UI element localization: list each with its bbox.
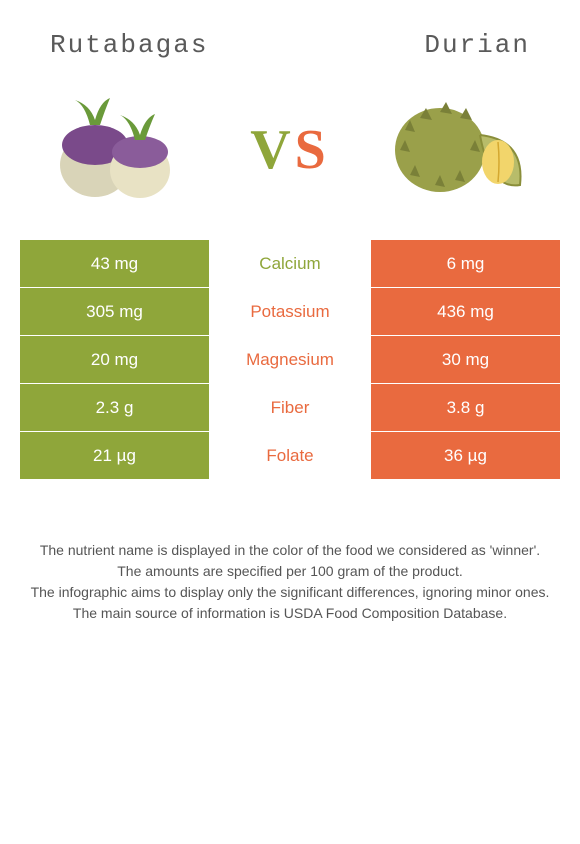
nutrient-row: 2.3 gFiber3.8 g <box>20 384 560 432</box>
nutrient-name: Calcium <box>209 240 371 287</box>
right-value: 3.8 g <box>371 384 560 431</box>
footer-line-3: The infographic aims to display only the… <box>30 582 550 603</box>
vs-s: S <box>295 119 330 181</box>
footer-line-1: The nutrient name is displayed in the co… <box>30 540 550 561</box>
vs-v: V <box>250 119 294 181</box>
nutrient-table: 43 mgCalcium6 mg305 mgPotassium436 mg20 … <box>20 240 560 480</box>
right-food-image <box>380 90 540 210</box>
nutrient-name: Fiber <box>209 384 371 431</box>
right-value: 30 mg <box>371 336 560 383</box>
left-value: 20 mg <box>20 336 209 383</box>
nutrient-name: Magnesium <box>209 336 371 383</box>
nutrient-row: 20 mgMagnesium30 mg <box>20 336 560 384</box>
nutrient-row: 305 mgPotassium436 mg <box>20 288 560 336</box>
nutrient-name: Potassium <box>209 288 371 335</box>
left-value: 2.3 g <box>20 384 209 431</box>
right-value: 6 mg <box>371 240 560 287</box>
left-food-image <box>40 90 200 210</box>
footer-notes: The nutrient name is displayed in the co… <box>20 540 560 624</box>
left-food-title: Rutabagas <box>50 30 208 60</box>
right-value: 436 mg <box>371 288 560 335</box>
footer-line-2: The amounts are specified per 100 gram o… <box>30 561 550 582</box>
right-food-title: Durian <box>424 30 530 60</box>
right-value: 36 µg <box>371 432 560 479</box>
header-row: Rutabagas Durian <box>20 30 560 80</box>
nutrient-name: Folate <box>209 432 371 479</box>
left-value: 43 mg <box>20 240 209 287</box>
vs-label: VS <box>250 118 330 182</box>
nutrient-row: 21 µgFolate36 µg <box>20 432 560 480</box>
nutrient-row: 43 mgCalcium6 mg <box>20 240 560 288</box>
footer-line-4: The main source of information is USDA F… <box>30 603 550 624</box>
left-value: 21 µg <box>20 432 209 479</box>
images-row: VS <box>20 80 560 240</box>
left-value: 305 mg <box>20 288 209 335</box>
